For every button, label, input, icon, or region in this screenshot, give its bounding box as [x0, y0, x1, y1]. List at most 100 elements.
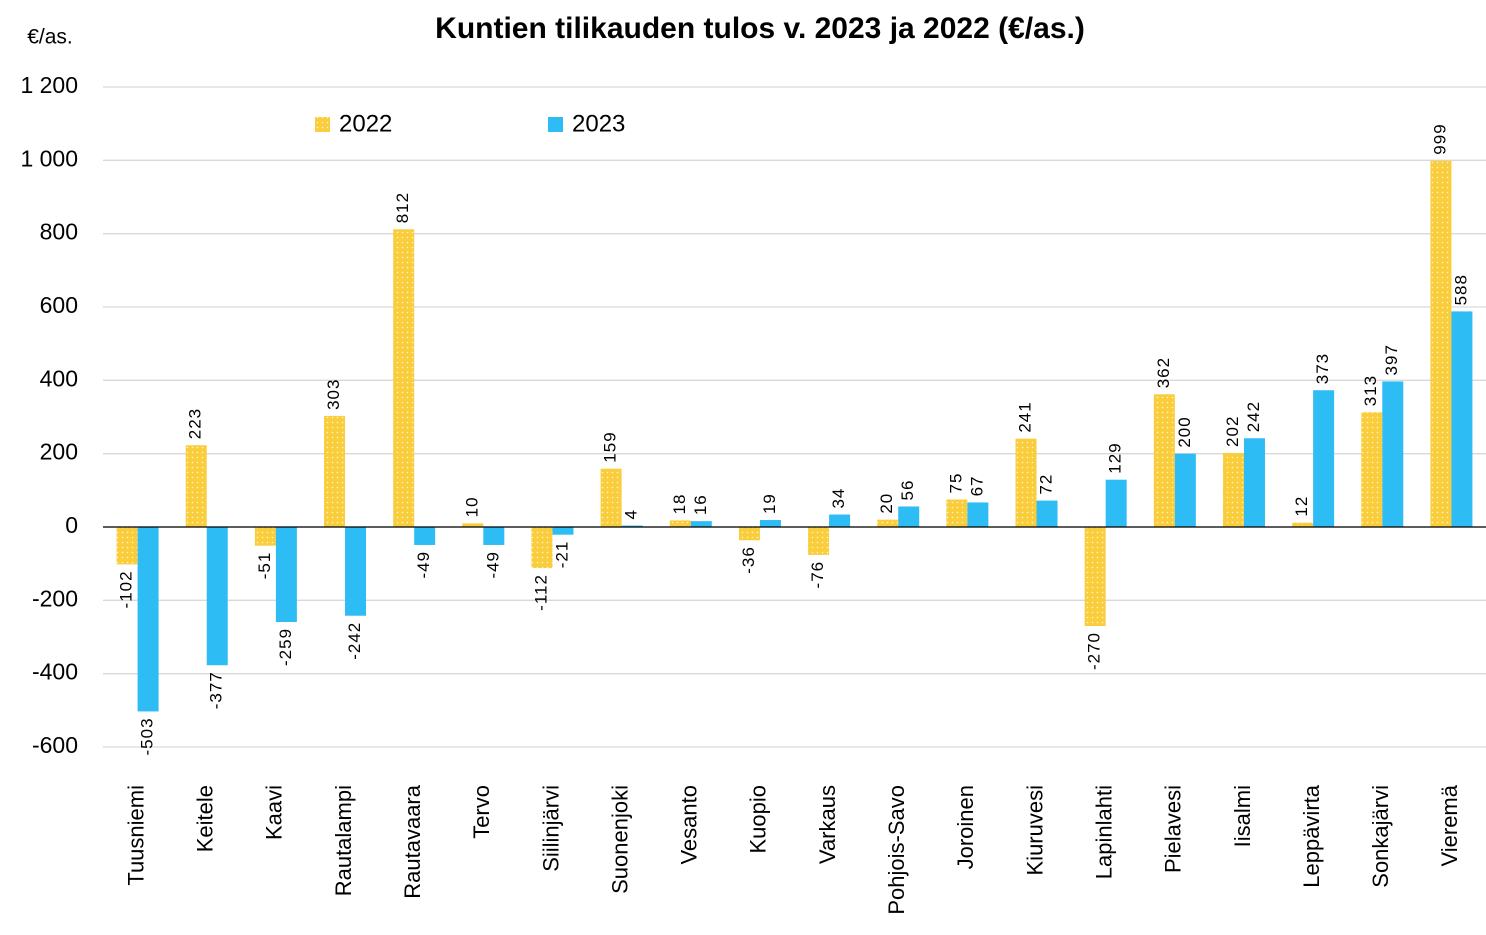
bar [393, 229, 415, 527]
value-label: 75 [946, 473, 965, 494]
bar [462, 523, 484, 527]
x-tick-label: Vesanto [677, 785, 702, 865]
bar [967, 502, 989, 527]
bar [1313, 390, 1335, 527]
value-label: 588 [1451, 274, 1470, 305]
y-tick-label: 1 200 [20, 72, 78, 98]
bar [552, 527, 574, 535]
bar [483, 527, 505, 545]
value-label: 241 [1016, 401, 1035, 432]
bar [254, 527, 276, 546]
legend-label: 2023 [572, 110, 625, 137]
y-tick-label: -600 [32, 732, 78, 758]
bar [1243, 438, 1265, 527]
bar [1153, 394, 1175, 527]
x-tick-label: Siilinjärvi [538, 785, 563, 872]
value-label: -102 [117, 570, 136, 608]
bar [808, 527, 830, 555]
legend-swatch [315, 117, 330, 132]
value-label: 34 [829, 488, 848, 509]
x-tick-label: Varkaus [815, 785, 840, 864]
bar [759, 520, 781, 527]
bar [829, 514, 851, 527]
bar [877, 519, 899, 527]
x-tick-label: Kaavi [262, 785, 287, 840]
value-label: -36 [739, 546, 758, 574]
value-label: 72 [1037, 474, 1056, 495]
value-label: -503 [138, 717, 157, 755]
x-tick-label: Kiuruvesi [1022, 785, 1047, 875]
y-tick-label: 0 [65, 512, 78, 538]
bar [1174, 453, 1196, 527]
x-tick-label: Keitele [193, 785, 218, 852]
x-tick-label: Joroinen [953, 785, 978, 869]
y-tick-label: 800 [40, 219, 78, 245]
x-tick-label: Pielavesi [1161, 785, 1186, 873]
value-label: 812 [393, 192, 412, 223]
value-label: 313 [1361, 375, 1380, 406]
value-label: 19 [760, 493, 779, 514]
y-tick-label: 600 [40, 292, 78, 318]
x-tick-label: Leppävirta [1299, 784, 1324, 888]
y-tick-label: 200 [40, 439, 78, 465]
value-label: 18 [670, 493, 689, 514]
value-label: 303 [324, 379, 343, 410]
bar [414, 527, 436, 545]
value-label: -49 [414, 551, 433, 579]
bar [324, 415, 346, 527]
x-tick-label: Iisalmi [1230, 785, 1255, 847]
bar [345, 527, 367, 616]
bar [690, 521, 712, 527]
bar [1361, 412, 1383, 527]
value-label: -51 [255, 552, 274, 580]
bar [1036, 500, 1058, 527]
chart-title: Kuntien tilikauden tulos v. 2023 ja 2022… [435, 12, 1085, 45]
legend-label: 2022 [339, 110, 392, 137]
value-label: 202 [1223, 416, 1242, 447]
value-label: 200 [1175, 416, 1194, 447]
legend-swatch [548, 117, 563, 132]
x-tick-label: Tervo [469, 785, 494, 839]
y-axis-label: €/as. [27, 26, 73, 49]
bar [621, 525, 643, 527]
value-label: 4 [622, 509, 641, 519]
bar [1105, 479, 1127, 527]
x-tick-label: Sonkajärvi [1368, 785, 1393, 888]
x-tick-label: Lapinlahti [1091, 785, 1116, 879]
bar [1292, 522, 1314, 527]
bar [898, 506, 920, 527]
value-label: -49 [483, 551, 502, 579]
bar [116, 527, 138, 565]
bar [531, 527, 553, 569]
x-tick-label: Rautavaara [400, 784, 425, 899]
value-label: 373 [1313, 353, 1332, 384]
value-label: -270 [1085, 632, 1104, 670]
x-tick-label: Vieremä [1437, 784, 1462, 866]
y-tick-label: 400 [40, 365, 78, 391]
bar [1084, 527, 1106, 626]
bar [185, 445, 207, 527]
bar [275, 527, 297, 622]
bar [1015, 438, 1037, 527]
value-label: 159 [601, 431, 620, 462]
bar [1382, 381, 1404, 527]
bar [946, 499, 968, 527]
bar [137, 527, 159, 712]
value-label: 12 [1292, 496, 1311, 517]
y-tick-label: -200 [32, 585, 78, 611]
value-label: 16 [691, 494, 710, 515]
bar [1430, 160, 1452, 527]
bar [1451, 311, 1473, 527]
y-tick-label: -400 [32, 659, 78, 685]
x-tick-label: Suonenjoki [607, 785, 632, 894]
value-label: -259 [276, 628, 295, 666]
value-label: -21 [552, 541, 571, 569]
value-label: 129 [1106, 442, 1125, 473]
x-tick-label: Tuusniemi [123, 785, 148, 886]
value-label: 56 [898, 480, 917, 501]
bar [738, 527, 760, 541]
bar [206, 527, 228, 666]
value-label: 397 [1382, 344, 1401, 375]
value-label: 242 [1244, 401, 1263, 432]
